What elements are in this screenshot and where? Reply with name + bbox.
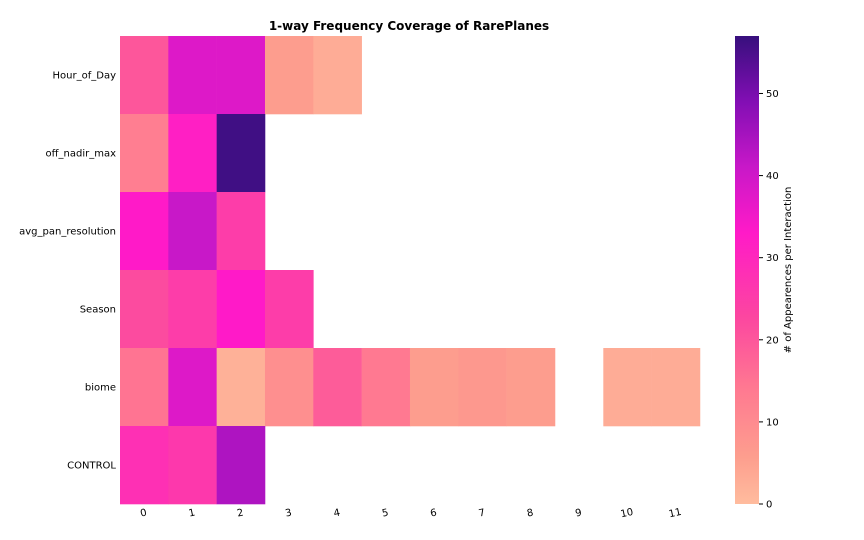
x-tick-label: 3 — [284, 508, 293, 520]
colorbar-tick-label: 50 — [766, 89, 779, 100]
heatmap-cell — [168, 192, 217, 271]
y-tick-label: Hour_of_Day — [53, 71, 117, 82]
heatmap-cell — [216, 270, 266, 349]
x-tick-label: 4 — [333, 508, 342, 520]
x-tick-label: 0 — [139, 508, 148, 520]
heatmap-cell — [168, 114, 217, 193]
y-tick-label: avg_pan_resolution — [19, 227, 116, 238]
heatmap-cell — [216, 36, 266, 115]
heatmap-cell — [361, 348, 411, 427]
heatmap-cell — [313, 36, 362, 115]
heatmap-cell — [216, 426, 266, 505]
heatmap-cell — [216, 114, 266, 193]
heatmap-cell — [168, 36, 217, 115]
heatmap-cell — [651, 348, 701, 427]
heatmap-cell — [120, 36, 169, 115]
heatmap-cell — [120, 270, 169, 349]
x-tick-label: 11 — [668, 507, 683, 520]
heatmap-cell — [603, 348, 652, 427]
x-tick-label: 9 — [574, 508, 583, 520]
colorbar-tick-label: 20 — [766, 335, 779, 346]
x-tick-labels: 0 1 2 3 4 5 6 7 8 9 10 11 — [139, 507, 682, 520]
x-tick-label: 5 — [381, 508, 390, 520]
heatmap-cell — [120, 114, 169, 193]
heatmap-cell — [120, 348, 169, 427]
heatmap-cell — [120, 426, 169, 505]
y-tick-label: biome — [85, 383, 116, 394]
heatmap-cell — [264, 36, 314, 115]
x-tick-label: 1 — [188, 508, 197, 520]
x-tick-label: 2 — [236, 508, 245, 520]
x-tick-label: 6 — [429, 508, 438, 520]
y-tick-label: off_nadir_max — [46, 149, 117, 160]
heatmap-cell — [168, 426, 217, 505]
y-tick-label: CONTROL — [67, 461, 116, 472]
heatmap-cell — [264, 348, 314, 427]
chart-title: 1-way Frequency Coverage of RarePlanes — [269, 19, 549, 33]
y-tick-label: Season — [80, 305, 116, 316]
heatmap-cell — [168, 270, 217, 349]
heatmap-cell — [264, 270, 314, 349]
heatmap-cell — [506, 348, 556, 427]
colorbar-label: # of Appearences per Interaction — [783, 187, 794, 354]
heatmap-cell — [409, 348, 459, 427]
heatmap-cell — [458, 348, 507, 427]
colorbar-tick-label: 40 — [766, 171, 779, 182]
colorbar-tick-label: 30 — [766, 253, 779, 264]
heatmap-cell — [168, 348, 217, 427]
heatmap-cell — [216, 348, 266, 427]
colorbar — [735, 36, 759, 504]
heatmap-cell — [216, 192, 266, 271]
x-tick-label: 8 — [526, 508, 535, 520]
x-tick-label: 7 — [478, 508, 487, 520]
colorbar-tick-label: 0 — [766, 500, 772, 511]
heatmap-cells — [120, 36, 701, 505]
heatmap-cell — [120, 192, 169, 271]
x-tick-label: 10 — [620, 507, 635, 520]
colorbar-tick-label: 10 — [766, 417, 779, 428]
colorbar-ticks: 0 10 20 30 40 50 — [759, 89, 779, 511]
heatmap-cell — [313, 348, 362, 427]
y-tick-labels: Hour_of_Day off_nadir_max avg_pan_resoluti… — [19, 71, 116, 472]
